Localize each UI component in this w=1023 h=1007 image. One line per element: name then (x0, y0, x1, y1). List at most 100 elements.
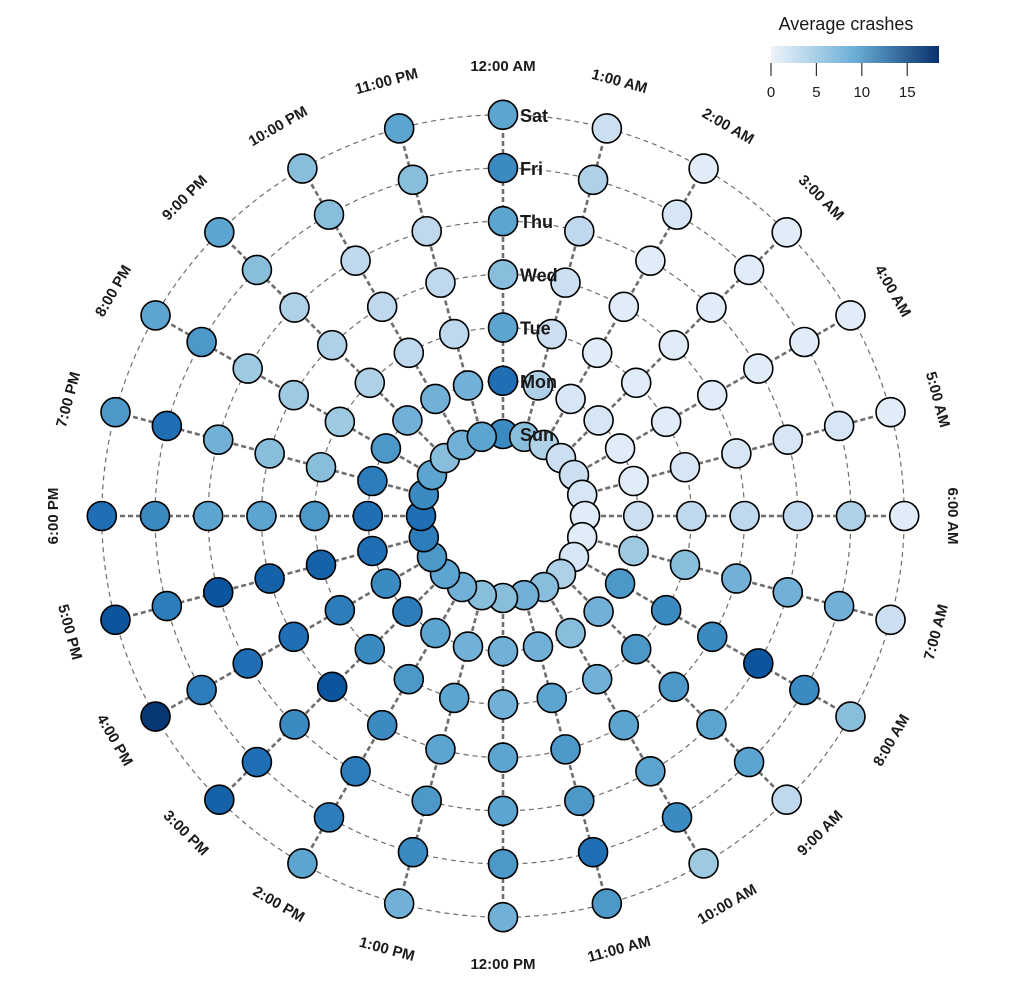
dot-sat-23 (383, 113, 415, 144)
dot-thu-17 (202, 576, 234, 608)
dot-thu-21 (279, 292, 310, 323)
dot-fri-15 (241, 746, 273, 778)
dot-wed-20 (278, 379, 310, 411)
dot-wed-2 (608, 291, 640, 323)
dot-thu-14 (340, 756, 371, 787)
dot-fri-1 (577, 164, 609, 196)
dot-tue-20 (324, 406, 356, 438)
dot-wed-22 (366, 291, 398, 323)
dot-wed-7 (721, 563, 752, 594)
dot-fri-12 (487, 848, 519, 880)
dot-fri-17 (151, 590, 183, 622)
dot-mon-1 (522, 370, 554, 401)
day-label-sun: Sun (520, 425, 554, 445)
dot-fri-4 (789, 326, 820, 358)
dot-tue-11 (536, 682, 568, 714)
dot-thu-15 (279, 709, 310, 740)
dot-tue-5 (669, 451, 701, 483)
dot-wed-4 (696, 379, 728, 411)
dot-sat-1 (591, 113, 623, 144)
dot-mon-11 (522, 631, 554, 662)
dot-mon-10 (555, 617, 586, 649)
hour-label-5: 5:00 AM (922, 370, 953, 429)
dot-sat-2 (688, 153, 719, 184)
dot-fri-16 (186, 674, 217, 706)
dot-thu-6 (782, 500, 814, 532)
hour-label-8: 8:00 AM (870, 711, 913, 769)
dot-tue-7 (669, 549, 701, 581)
hour-label-15: 3:00 PM (160, 807, 212, 859)
dot-thu-0 (487, 205, 519, 237)
dot-fri-3 (733, 254, 765, 286)
dot-wed-1 (550, 267, 581, 298)
dot-mon-12 (487, 635, 519, 667)
dot-mon-3 (583, 405, 614, 436)
dot-thu-11 (563, 785, 595, 817)
dot-mon-23 (452, 370, 484, 401)
dot-tue-8 (650, 594, 682, 626)
legend-colorbar (771, 46, 939, 63)
dot-mon-9 (583, 596, 614, 627)
dot-thu-9 (696, 709, 727, 740)
hour-label-1: 1:00 AM (590, 66, 649, 97)
hour-label-0: 12:00 AM (470, 58, 535, 75)
dot-sat-10 (688, 848, 719, 879)
dot-fri-2 (661, 199, 693, 230)
dot-wed-21 (316, 329, 348, 361)
dot-wed-10 (608, 709, 640, 741)
dot-mon-8 (604, 568, 636, 599)
dot-thu-19 (202, 424, 234, 456)
dot-tue-6 (676, 500, 707, 532)
dot-mon-22 (420, 383, 451, 415)
dot-tue-16 (324, 594, 356, 626)
dot-tue-17 (305, 549, 337, 581)
hour-label-4: 4:00 AM (871, 262, 914, 320)
dot-wed-16 (278, 621, 310, 653)
hour-label-3: 3:00 AM (795, 172, 847, 224)
dot-tue-9 (620, 633, 652, 665)
day-label-thu: Thu (520, 212, 553, 232)
dot-mon-15 (392, 596, 423, 627)
dot-wed-18 (246, 500, 277, 532)
dot-thu-2 (635, 245, 666, 276)
dot-tue-3 (620, 367, 652, 399)
dot-sat-4 (835, 300, 866, 331)
dot-tue-12 (487, 689, 519, 720)
hour-label-21: 9:00 PM (159, 172, 211, 224)
legend-tick-label-10: 10 (853, 84, 870, 101)
legend-title: Average crashes (779, 14, 914, 34)
dot-mon-13 (452, 631, 484, 662)
dot-sat-0 (487, 99, 519, 131)
hour-label-7: 7:00 AM (921, 602, 952, 661)
dot-tue-10 (581, 663, 613, 695)
dot-wed-19 (254, 438, 285, 469)
dot-fri-14 (313, 802, 345, 833)
hour-label-9: 9:00 AM (794, 807, 846, 859)
dot-sat-22 (287, 153, 318, 184)
day-label-mon: Mon (520, 372, 557, 392)
dot-wed-23 (425, 267, 456, 298)
dot-mon-14 (420, 617, 451, 649)
dot-fri-21 (241, 254, 273, 286)
hour-label-16: 4:00 PM (93, 712, 136, 770)
dot-wed-6 (729, 500, 760, 532)
dot-wed-0 (487, 259, 519, 290)
dot-thu-7 (772, 576, 804, 608)
dot-tue-23 (438, 318, 470, 350)
hour-label-11: 11:00 AM (586, 933, 653, 966)
hour-label-10: 10:00 AM (695, 881, 760, 928)
dot-sat-7 (875, 604, 906, 636)
dot-mon-16 (370, 568, 402, 599)
legend-tick-label-15: 15 (899, 84, 916, 101)
dot-sat-9 (771, 784, 802, 815)
dot-thu-16 (232, 648, 263, 679)
hour-label-22: 10:00 PM (246, 103, 311, 150)
dot-thu-5 (772, 424, 804, 456)
dot-mon-4 (604, 433, 636, 464)
dot-fri-10 (661, 802, 693, 833)
dot-thu-4 (743, 353, 774, 384)
dot-sat-3 (771, 217, 802, 248)
dot-wed-9 (658, 671, 690, 703)
dot-sun-23 (466, 421, 498, 453)
